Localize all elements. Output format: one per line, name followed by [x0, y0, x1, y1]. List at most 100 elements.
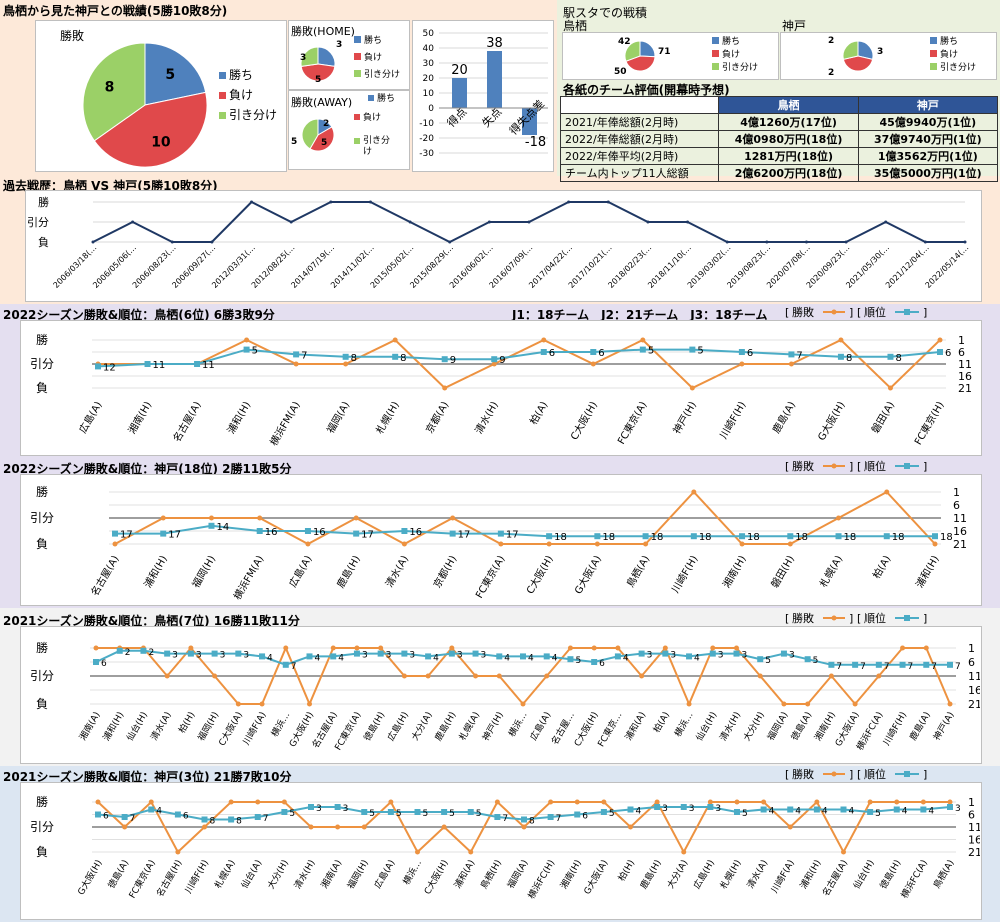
pie-data-label: 2 [828, 68, 834, 78]
rank-point [733, 650, 740, 657]
result-point [164, 673, 170, 679]
x-tick-label: 福岡(H) [345, 858, 371, 892]
x-tick-label: 湘南(H) [812, 710, 838, 744]
rank-point [627, 806, 634, 813]
rank-data-label: 6 [747, 348, 753, 359]
history-point [725, 240, 729, 244]
rank-point [228, 816, 235, 823]
result-point [615, 645, 621, 651]
result-series-line [98, 338, 941, 390]
x-tick-label: 札幌(A) [212, 858, 238, 891]
rank-data-label: 3 [789, 651, 795, 661]
result-point [361, 824, 367, 830]
rank-data-label: 4 [928, 807, 934, 817]
x-tick-label: 浦和(A) [622, 710, 648, 743]
eval-cell-kobe: 45億9940万(1位) [857, 113, 999, 131]
rank-point [387, 809, 394, 815]
legend-label: 順位 [864, 767, 886, 781]
y-tick-label: 10 [423, 89, 435, 99]
ekisuta-title: 駅スタでの戦積 [563, 6, 648, 20]
pie-slice [842, 40, 859, 60]
right-tick-label: 16 [958, 370, 972, 383]
rank-data-label: 5 [742, 809, 748, 819]
rank-point [520, 653, 526, 660]
x-tick-label: 大分(A) [409, 710, 435, 743]
result-point [681, 849, 687, 855]
pie-slice [301, 118, 319, 150]
table-row: 2021/年俸総額(2月時) 4億1260万(17位) 45億9940万(1位) [559, 113, 999, 131]
rank-point [306, 653, 313, 660]
rank-point [211, 650, 218, 657]
result-point [378, 645, 384, 651]
rank-point [757, 656, 764, 663]
rank-data-label: 4 [528, 653, 534, 663]
result-point [900, 645, 906, 651]
rank-data-label: 7 [836, 662, 842, 672]
x-tick-label: 広島(A) [371, 858, 397, 891]
history-point [210, 240, 214, 244]
rank-data-label: 2 [125, 648, 131, 658]
rank-point [937, 349, 943, 355]
rank-point [840, 806, 847, 813]
pie-slice [639, 40, 656, 58]
result-point [491, 361, 497, 367]
result-point [450, 515, 456, 521]
result-point [425, 673, 431, 679]
rank-data-label: 3 [316, 804, 322, 814]
x-tick-label: 鹿島(A) [769, 399, 798, 436]
rank-point [835, 533, 842, 540]
result-point [95, 799, 101, 805]
result-point [739, 541, 745, 547]
rank-data-label: 7 [908, 662, 914, 672]
legend-swatch [368, 95, 374, 101]
result-point [257, 515, 263, 521]
x-tick-label: 京都(H) [430, 553, 459, 590]
rank-data-label: 5 [423, 809, 429, 819]
x-tick-label: 名古屋(A) [820, 858, 850, 899]
rank-data-label: 3 [362, 651, 368, 661]
result-point [628, 824, 633, 830]
result-point [212, 673, 218, 679]
x-tick-label: 名古屋(H) [154, 858, 185, 899]
x-tick-label: 柏(H) [615, 858, 637, 884]
x-tick-label: C大阪(H) [523, 553, 555, 596]
rank-data-label: 16 [313, 527, 326, 538]
rank-data-label: 11 [153, 360, 166, 371]
history-point [487, 220, 491, 224]
result-point [591, 645, 597, 651]
eval-header-row: 鳥栖 神戸 [559, 96, 999, 114]
rank-point [654, 804, 661, 810]
x-tick-label: FC東京(H) [911, 399, 946, 447]
rank-data-label: 14 [216, 522, 229, 533]
x-tick-label: 得点 [445, 105, 470, 130]
rank-point [642, 533, 649, 540]
legend-rank-marker [904, 771, 910, 777]
rank-data-label: 3 [742, 651, 748, 661]
result-point [757, 673, 763, 679]
rank-point [540, 349, 547, 355]
x-tick-label: FC東京(A) [473, 553, 508, 601]
x-tick-label: 横浜… [400, 858, 424, 887]
x-tick-label: 鹿島(H) [432, 710, 458, 744]
season2-legend: [勝敗][順位] [785, 459, 927, 473]
x-tick-label: 福岡(A) [765, 710, 791, 743]
eval-row-label: チーム内トップ11人総額 [559, 164, 720, 182]
rank-data-label: 3 [172, 651, 178, 661]
pie-data-label: 42 [618, 37, 631, 47]
rank-point [594, 533, 601, 540]
legend-label: 負け [722, 48, 740, 60]
rank-point [414, 809, 421, 815]
x-tick-label: 失点 [480, 105, 505, 130]
rank-data-label: 16 [409, 527, 422, 538]
result-point [691, 489, 697, 495]
rank-data-label: 8 [210, 817, 216, 827]
rank-point [425, 653, 432, 660]
legend-bracket: ] [849, 768, 853, 781]
result-point [787, 824, 793, 830]
rank-point [497, 530, 504, 537]
result-point [354, 645, 360, 651]
x-tick-label: 湘南(H) [720, 553, 749, 590]
rank-point [662, 650, 669, 657]
rank-data-label: 5 [765, 656, 771, 666]
